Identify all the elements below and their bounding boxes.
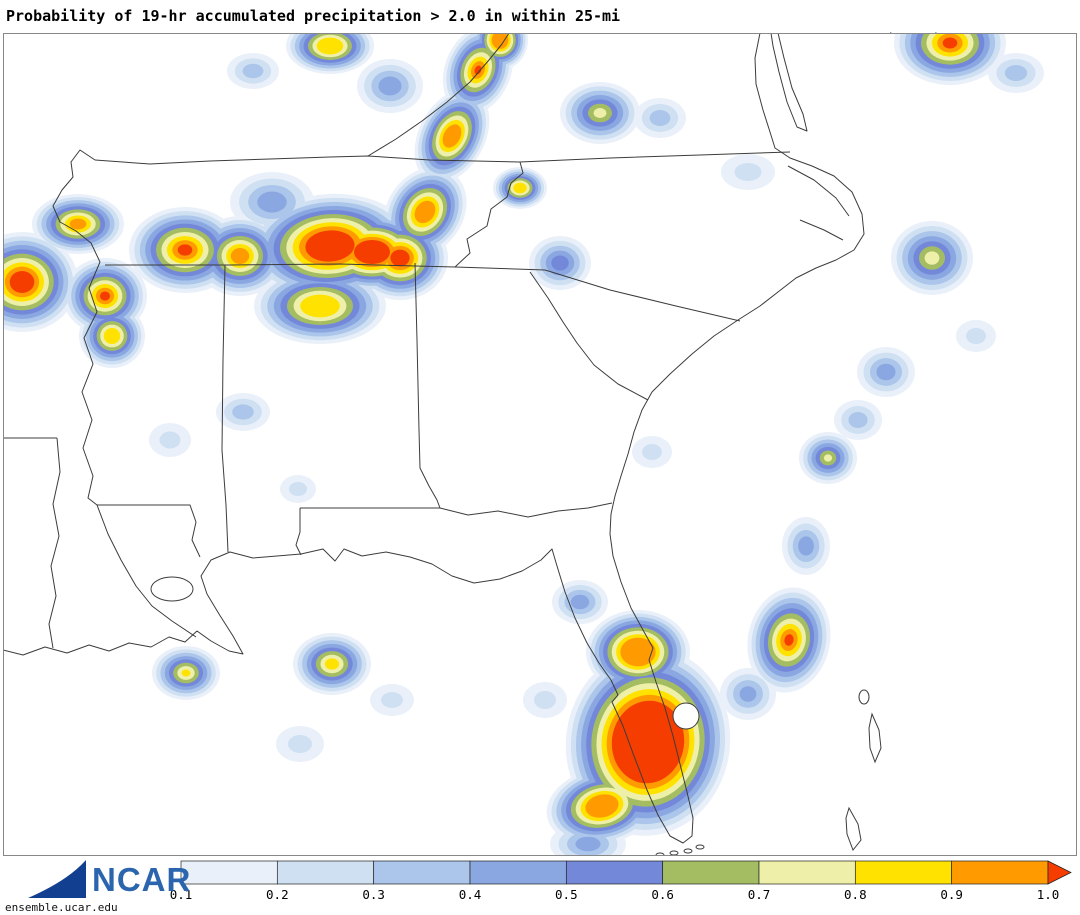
colorbar-segment	[854, 860, 953, 885]
lake-okeechobee	[672, 702, 700, 730]
colorbar-segment	[951, 860, 1049, 885]
colorbar-tick-label: 0.5	[555, 887, 578, 902]
colorbar-segment	[662, 860, 760, 885]
footer: 0.1 0.2 0.3 0.4 0.5 0.6 0.7 0.8 0.9 1.0 NCAR ense…	[0, 856, 1080, 915]
florida-keys	[695, 844, 705, 850]
page-title: Probability of 19-hr accumulated precipi…	[6, 7, 621, 25]
ncar-logo-text: NCAR	[92, 860, 192, 898]
colorbar-tick-label: 0.4	[459, 887, 482, 902]
colorbar: 0.1 0.2 0.3 0.4 0.5 0.6 0.7 0.8 0.9 1.0	[170, 860, 1072, 902]
colorbar-tick-label: 1.0	[1037, 887, 1060, 902]
map-svg	[3, 33, 1077, 856]
ncar-logo: NCAR	[26, 858, 191, 900]
site-url: ensemble.ucar.edu	[5, 901, 118, 914]
lake-pontchartrain	[150, 576, 194, 602]
colorbar-segment	[758, 860, 856, 885]
colorbar-segment	[373, 860, 471, 885]
lakes-and-islands	[150, 576, 882, 856]
colorbar-segment	[469, 860, 567, 885]
colorbar-tick-label: 0.9	[940, 887, 963, 902]
colorbar-tick-label: 0.8	[844, 887, 867, 902]
colorbar-overflow-arrow	[1047, 860, 1072, 885]
bahama-island	[845, 806, 862, 851]
colorbar-tick-label: 0.3	[362, 887, 385, 902]
bahama-island	[868, 712, 882, 764]
colorbar-segment	[565, 860, 664, 885]
florida-keys	[683, 848, 693, 854]
florida-keys	[669, 850, 679, 856]
map-canvas	[3, 33, 1077, 856]
state-borders	[3, 33, 865, 844]
colorbar-segment	[276, 860, 375, 885]
colorbar-segment	[180, 860, 278, 885]
bahama-island	[858, 689, 870, 705]
colorbar-tick-label: 0.1	[170, 887, 193, 902]
colorbar-tick-label: 0.6	[651, 887, 674, 902]
colorbar-tick-label: 0.2	[266, 887, 289, 902]
ncar-logo-icon	[28, 860, 86, 898]
colorbar-tick-label: 0.7	[748, 887, 771, 902]
